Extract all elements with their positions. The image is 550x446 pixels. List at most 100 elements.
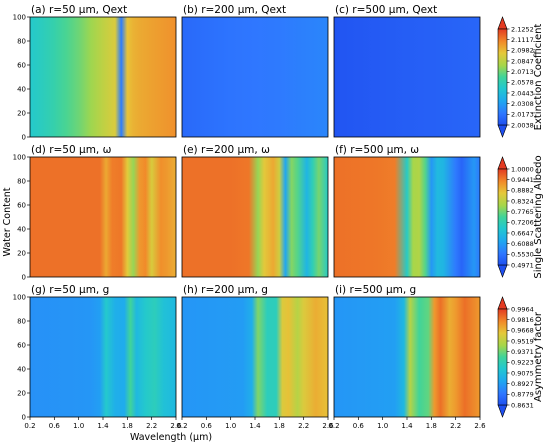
colorbar-tick-label: 2.0847 — [511, 57, 534, 65]
x-tick-label: 0.2 — [176, 422, 187, 430]
colorbar-label: Extinction Coefficient — [533, 24, 544, 131]
panel-title: (h) r=200 µm, g — [183, 284, 268, 296]
panel-frame — [29, 16, 177, 138]
panel-title: (f) r=500 µm, ω — [335, 144, 419, 156]
colorbar-tick-label: 0.7206 — [511, 219, 534, 227]
panel: (a) r=50 µm, Qext 0 20 40 60 80 100 — [13, 4, 177, 142]
colorbar-tick-label: 2.0173 — [511, 111, 534, 119]
x-tick-label: 1.4 — [97, 422, 109, 430]
y-axis-label: Water Content — [2, 187, 13, 256]
colorbars: 2.1252 2.1117 2.0982 2.0847 2.0713 2.0578 2.04… — [497, 16, 544, 418]
panel-frame — [181, 156, 329, 278]
y-tick-label: 60 — [17, 62, 26, 70]
y-tick-label: 60 — [17, 202, 26, 210]
panel-frame — [333, 16, 481, 138]
colorbar-tick-label: 0.6647 — [511, 229, 534, 237]
y-tick-label: 40 — [17, 366, 26, 374]
heatmap-field — [30, 297, 176, 417]
x-tick-label: 1.4 — [401, 422, 413, 430]
colorbar-tick-label: 0.7765 — [511, 208, 534, 216]
x-tick-label: 1.0 — [377, 422, 388, 430]
x-tick-label: 0.6 — [353, 422, 365, 430]
x-tick-label: 0.2 — [24, 422, 35, 430]
x-tick-label: 2.2 — [298, 422, 309, 430]
colorbar-scale — [497, 308, 508, 406]
y-tick-label: 20 — [17, 250, 26, 258]
colorbar-tick-label: 0.9371 — [511, 348, 534, 356]
y-tick-label: 40 — [17, 86, 26, 94]
x-tick-label: 0.2 — [328, 422, 339, 430]
x-tick-label: 2.6 — [474, 422, 486, 430]
colorbar-tick-label: 0.8927 — [511, 380, 534, 388]
y-tick-label: 80 — [17, 38, 26, 46]
y-tick-label: 100 — [13, 294, 26, 302]
panel-title: (i) r=500 µm, g — [335, 284, 416, 296]
x-tick-label: 1.8 — [274, 422, 285, 430]
colorbar-tick-label: 0.9964 — [511, 305, 534, 313]
colorbar-tick-label: 0.9668 — [511, 327, 534, 335]
colorbar-tick-label: 0.8324 — [511, 197, 534, 205]
heatmap-field — [182, 17, 328, 137]
panel: (b) r=200 µm, Qext — [181, 4, 329, 138]
y-tick-label: 60 — [17, 342, 26, 350]
colorbar-label: Asymmetry factor — [533, 311, 544, 402]
colorbar-tick-label: 2.1252 — [511, 25, 534, 33]
y-tick-label: 0 — [22, 414, 26, 422]
colorbar-tick-label: 0.9075 — [511, 369, 534, 377]
x-tick-label: 1.8 — [122, 422, 133, 430]
panel-frame — [29, 156, 177, 278]
panel: (e) r=200 µm, ω — [181, 144, 329, 278]
heatmap-field — [334, 17, 480, 137]
panel-title: (e) r=200 µm, ω — [183, 144, 270, 156]
y-tick-label: 0 — [22, 274, 26, 282]
colorbar-tick-label: 2.0038 — [511, 121, 534, 129]
heatmap-field — [334, 297, 480, 417]
x-tick-label: 2.2 — [146, 422, 157, 430]
panel: (c) r=500 µm, Qext — [333, 4, 481, 138]
panel-title: (b) r=200 µm, Qext — [183, 4, 286, 16]
heatmap-field — [30, 157, 176, 277]
colorbar-scale — [497, 168, 508, 266]
colorbar-tick-label: 0.9441 — [511, 176, 534, 184]
x-tick-label: 2.6 — [322, 422, 334, 430]
colorbar-tick-label: 0.5530 — [511, 251, 534, 259]
colorbar-tick-label: 1.0000 — [511, 165, 534, 173]
heatmap-field — [182, 297, 328, 417]
panel: (h) r=200 µm, g 0.2 0.6 1.0 1.4 1.8 2.2 2.6 — [176, 284, 334, 430]
colorbar-label: Single Scattering Albedo — [533, 155, 544, 278]
y-tick-label: 40 — [17, 226, 26, 234]
x-tick-label: 1.4 — [249, 422, 261, 430]
colorbar-min-arrow — [497, 264, 508, 278]
y-tick-label: 80 — [17, 178, 26, 186]
colorbar-scale — [497, 28, 508, 126]
x-tick-label: 0.6 — [201, 422, 213, 430]
colorbar: 0.9964 0.9816 0.9668 0.9519 0.9371 0.9223 0.90… — [497, 296, 544, 418]
colorbar: 1.0000 0.9441 0.8882 0.8324 0.7765 0.7206 0.66… — [497, 155, 544, 279]
colorbar-max-arrow — [497, 296, 508, 310]
panel: (i) r=500 µm, g 0.2 0.6 1.0 1.4 1.8 2.2 2.6 — [328, 284, 486, 430]
y-tick-label: 0 — [22, 134, 26, 142]
x-axis-label: Wavelength (µm) — [130, 432, 212, 443]
colorbar-tick-label: 0.9519 — [511, 337, 534, 345]
panel-frame — [181, 16, 329, 138]
panel-title: (d) r=50 µm, ω — [31, 144, 112, 156]
colorbar-min-arrow — [497, 404, 508, 418]
x-tick-label: 1.0 — [73, 422, 84, 430]
heatmap-field — [182, 157, 328, 277]
colorbar-tick-label: 0.9223 — [511, 359, 534, 367]
y-tick-label: 100 — [13, 14, 26, 22]
colorbar-tick-label: 0.4971 — [511, 261, 534, 269]
colorbar-tick-label: 0.9816 — [511, 316, 534, 324]
panel-frame — [333, 156, 481, 278]
colorbar-tick-label: 2.0578 — [511, 79, 534, 87]
colorbar-tick-label: 2.0308 — [511, 100, 534, 108]
panel: (d) r=50 µm, ω 0 20 40 60 80 100 — [13, 144, 177, 282]
panels: (a) r=50 µm, Qext 0 20 40 60 80 100 (b) r=200 µ… — [13, 4, 486, 430]
panel: (g) r=50 µm, g 0 20 40 60 80 100 0.2 0.6 1.0 1.4 1.… — [13, 284, 182, 430]
x-tick-label: 2.2 — [450, 422, 461, 430]
y-tick-label: 20 — [17, 110, 26, 118]
panel-title: (g) r=50 µm, g — [31, 284, 109, 296]
x-tick-label: 1.0 — [225, 422, 236, 430]
y-tick-label: 100 — [13, 154, 26, 162]
